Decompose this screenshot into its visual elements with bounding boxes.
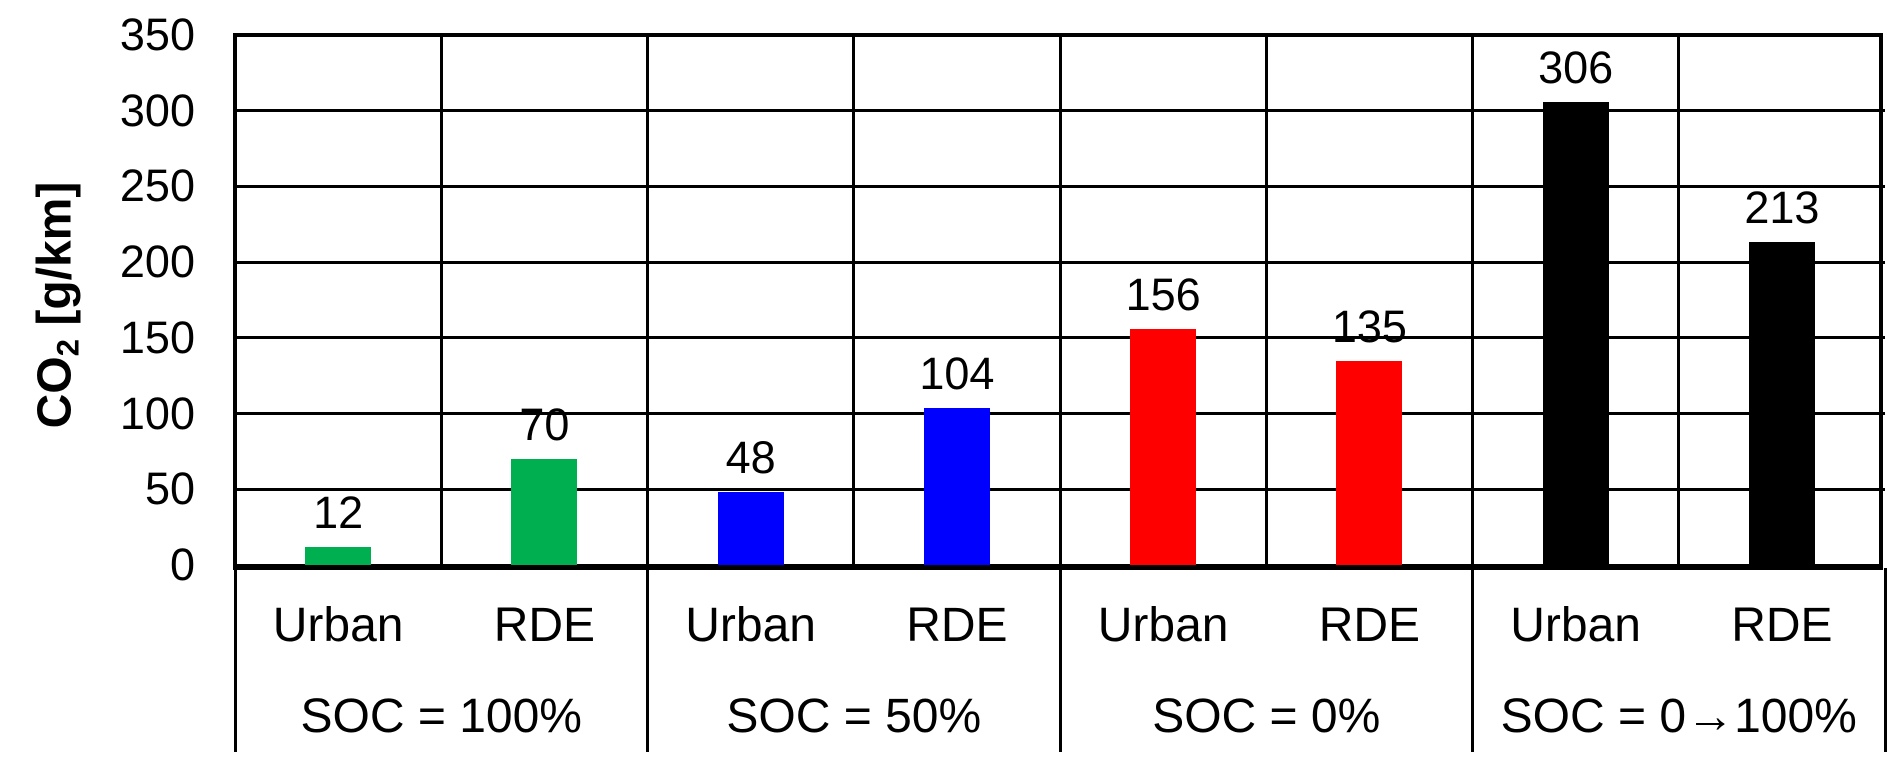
vertical-gridline [1677,35,1681,565]
bar-value-label: 306 [1538,41,1614,93]
bar-value-label: 156 [1125,268,1201,320]
x-category-label: Urban [1510,599,1641,652]
bar-value-label: 213 [1744,182,1820,234]
group-separator-line [646,568,649,752]
vertical-gridline [1471,35,1474,565]
bar-rde-70 [511,459,578,565]
x-category-label: Urban [272,599,404,652]
x-category-label: RDE [1318,599,1421,652]
y-tick-label: 300 [119,84,195,136]
bar-value-label: 135 [1331,300,1407,352]
bar-rde-135 [1336,360,1403,565]
plot-area [233,33,1883,570]
bar-urban-12 [305,546,372,565]
x-category-label: RDE [906,599,1008,652]
group-separator-line [1471,568,1474,752]
bar-urban-48 [717,492,784,565]
y-tick-label: 100 [119,387,195,439]
bar-value-label: 70 [519,399,570,450]
bar-urban-156 [1130,328,1197,565]
x-category-label: Urban [1097,599,1229,652]
bar-rde-213 [1748,242,1815,565]
x-category-label: RDE [1731,599,1833,652]
bar-value-label: 104 [919,347,995,399]
y-tick-label: 0 [169,539,195,590]
soc-group-label: SOC = 100% [300,690,582,743]
bar-rde-104 [923,407,990,565]
vertical-gridline [1058,35,1062,565]
bar-value-label: 48 [725,432,776,484]
group-separator-line [1058,568,1062,752]
soc-group-label: SOC = 50% [726,690,982,743]
group-separator-line [1883,568,1887,752]
bar-value-label: 12 [313,486,364,538]
soc-group-label: SOC = 0→100% [1500,690,1857,743]
y-tick-label: 150 [119,311,195,363]
y-tick-label: 250 [119,160,195,212]
vertical-gridline [1264,35,1268,565]
x-category-label: RDE [493,599,596,652]
group-separator-line [233,568,237,752]
vertical-gridline [646,35,649,565]
x-category-label: Urban [685,599,816,652]
soc-group-label: SOC = 0% [1152,690,1381,743]
vertical-gridline [439,35,443,565]
vertical-gridline [852,35,856,565]
bar-urban-306 [1542,101,1609,565]
y-tick-label: 50 [144,463,195,515]
y-tick-label: 350 [119,9,195,60]
y-tick-label: 200 [119,236,195,288]
